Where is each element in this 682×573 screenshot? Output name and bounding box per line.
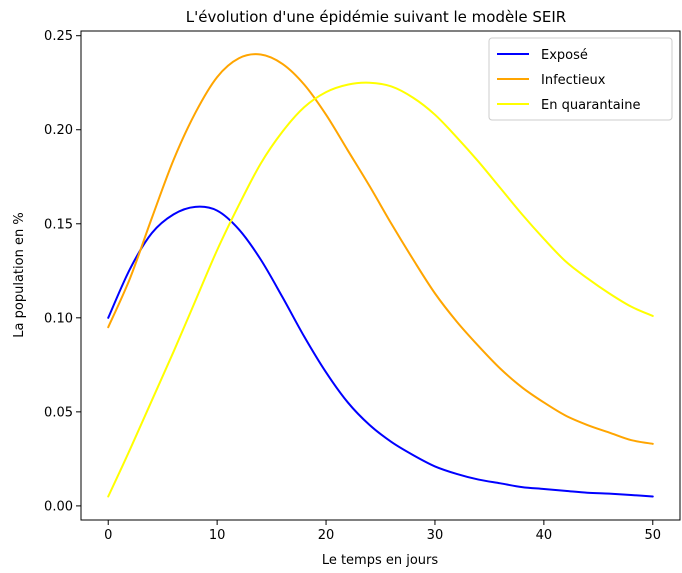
series-line-expose [107, 205, 654, 498]
y-tick-label: 0.10 [44, 311, 73, 326]
y-tick-label: 0.20 [44, 123, 73, 138]
chart-title: L'évolution d'une épidémie suivant le mo… [186, 8, 566, 26]
x-tick-label: 20 [318, 528, 335, 543]
series-line-infectieux [107, 53, 654, 445]
legend-label-en-quarantaine: En quarantaine [541, 98, 641, 113]
y-tick-label: 0.00 [44, 499, 73, 514]
series-line-en-quarantaine [107, 81, 654, 498]
plot-area-frame [80, 30, 681, 521]
y-tick-label: 0.25 [44, 29, 73, 44]
x-tick-label: 10 [209, 528, 226, 543]
y-tick-label: 0.15 [44, 217, 73, 232]
legend-box [488, 37, 673, 121]
y-axis-label: La population en % [12, 212, 27, 337]
y-tick-label: 0.05 [44, 405, 73, 420]
legend-label-infectieux: Infectieux [541, 73, 606, 88]
legend-label-expose: Exposé [541, 48, 588, 63]
x-tick-label: 30 [427, 528, 444, 543]
x-tick-label: 40 [536, 528, 553, 543]
x-tick-label: 0 [104, 528, 112, 543]
x-axis-label: Le temps en jours [322, 553, 439, 568]
x-tick-label: 50 [644, 528, 661, 543]
